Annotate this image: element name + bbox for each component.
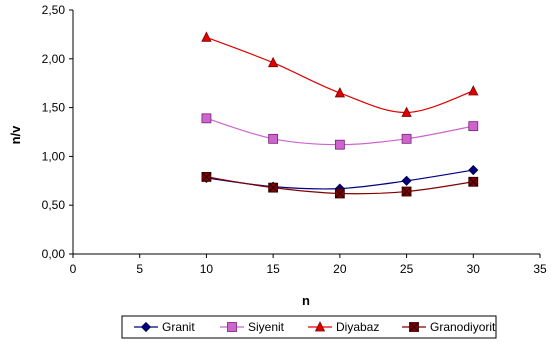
data-point xyxy=(201,171,212,182)
data-point xyxy=(268,182,279,193)
x-tick-label: 20 xyxy=(333,262,347,276)
y-tick-label: 2,50 xyxy=(42,3,66,17)
x-axis-label: n xyxy=(302,293,310,308)
y-tick-label: 2,00 xyxy=(42,52,66,66)
data-point xyxy=(468,176,479,187)
y-tick-label: 0,00 xyxy=(42,247,66,261)
legend: Granit Siyenit Diyabaz Granodiyorit xyxy=(121,315,497,339)
y-tick-label: 1,00 xyxy=(42,149,66,163)
marker-cross xyxy=(401,186,412,197)
legend-marker xyxy=(314,321,326,332)
series-diyabaz xyxy=(201,31,479,117)
x-tick-label: 25 xyxy=(400,262,414,276)
data-point xyxy=(267,56,279,68)
data-point xyxy=(401,133,412,144)
legend-label: Siyenit xyxy=(248,320,285,334)
series-siyenit xyxy=(201,113,479,150)
data-point xyxy=(468,85,479,96)
legend-label: Diyabaz xyxy=(336,320,379,334)
series-layer xyxy=(201,31,479,199)
series-granodiyorit xyxy=(201,171,479,199)
marker-cross xyxy=(334,188,345,199)
data-point xyxy=(468,164,479,176)
x-tick-label: 0 xyxy=(70,262,77,276)
x-tick-label: 10 xyxy=(200,262,214,276)
marker-cross xyxy=(268,182,279,193)
legend-label: Granit xyxy=(162,320,195,334)
data-point xyxy=(334,139,345,150)
y-axis-label: n/v xyxy=(8,125,23,145)
marker-cross xyxy=(468,176,479,187)
legend-label: Granodiyorit xyxy=(430,320,496,334)
data-point xyxy=(401,106,412,117)
marker-cross xyxy=(409,322,419,332)
data-point xyxy=(268,133,279,144)
axes: 0,00 0,50 1,00 1,50 2,00 2,50 0 5 10 15 20 25 30 35 xyxy=(42,3,547,276)
data-point xyxy=(401,175,412,186)
x-tick-label: 5 xyxy=(136,262,143,276)
data-point xyxy=(334,188,345,199)
data-point xyxy=(401,186,412,197)
marker-cross xyxy=(201,171,212,182)
legend-marker xyxy=(409,322,419,332)
legend-marker xyxy=(140,321,152,333)
data-point xyxy=(468,121,479,132)
x-tick-label: 30 xyxy=(467,262,481,276)
y-tick-label: 0,50 xyxy=(42,198,66,212)
x-tick-label: 15 xyxy=(266,262,280,276)
y-tick-label: 1,50 xyxy=(42,101,66,115)
legend-marker xyxy=(227,322,237,332)
series-line xyxy=(206,36,474,114)
data-point xyxy=(201,31,212,42)
data-point xyxy=(334,87,346,98)
data-point xyxy=(201,113,212,124)
x-tick-label: 35 xyxy=(533,262,547,276)
